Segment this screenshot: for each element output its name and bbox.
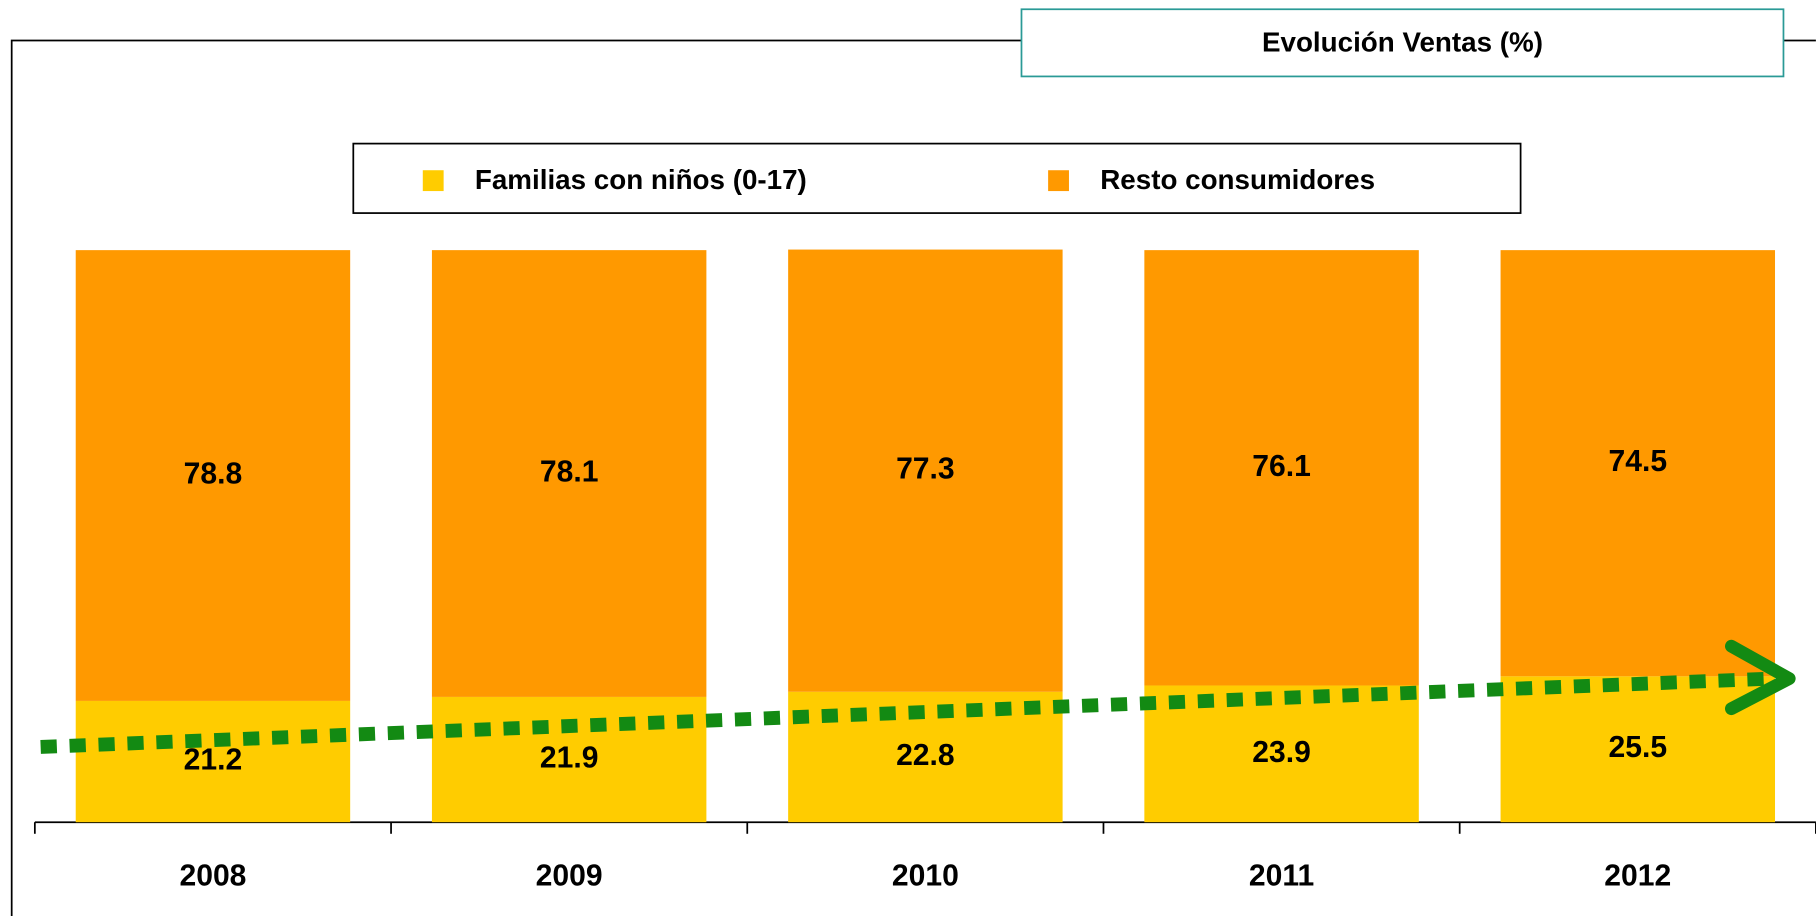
x-tick-label: 2011 [1249, 860, 1314, 893]
data-label: 74.5 [1609, 445, 1668, 478]
bar-segment [431, 250, 707, 697]
data-label: 25.5 [1609, 731, 1668, 764]
data-label: 78.8 [184, 457, 243, 490]
legend-swatch [1048, 170, 1069, 192]
legend-label: Resto consumidores [1100, 164, 1375, 195]
data-label: 21.2 [184, 744, 243, 777]
legend-swatch [422, 170, 444, 192]
data-label: 78.1 [540, 455, 599, 488]
plot: Familias con niños (0-17) Resto consumido… [33, 164, 1816, 893]
bar-segment [75, 250, 351, 701]
chart-title: Evolución Ventas (%) [1262, 26, 1543, 57]
bar-segment [1500, 250, 1776, 677]
x-tick-label: 2012 [1604, 860, 1671, 893]
bar-segment [75, 700, 351, 823]
data-label: 21.9 [540, 742, 599, 775]
x-tick-label: 2009 [536, 860, 603, 893]
bar-segment [1144, 685, 1419, 823]
data-label: 23.9 [1252, 736, 1311, 769]
data-label: 76.1 [1252, 450, 1311, 483]
legend [352, 142, 1522, 214]
bar-segment [1500, 676, 1776, 823]
legend-label: Familias con niños (0-17) [475, 164, 807, 195]
title-box [1020, 8, 1785, 78]
x-tick-label: 2010 [892, 860, 959, 893]
bar-segment [788, 249, 1063, 692]
bar-segment [1144, 250, 1419, 686]
data-label: 22.8 [896, 739, 955, 772]
data-label: 77.3 [896, 453, 955, 486]
frame [10, 39, 1816, 916]
x-tick-label: 2008 [179, 860, 246, 893]
trend-arrow [40, 639, 1796, 754]
